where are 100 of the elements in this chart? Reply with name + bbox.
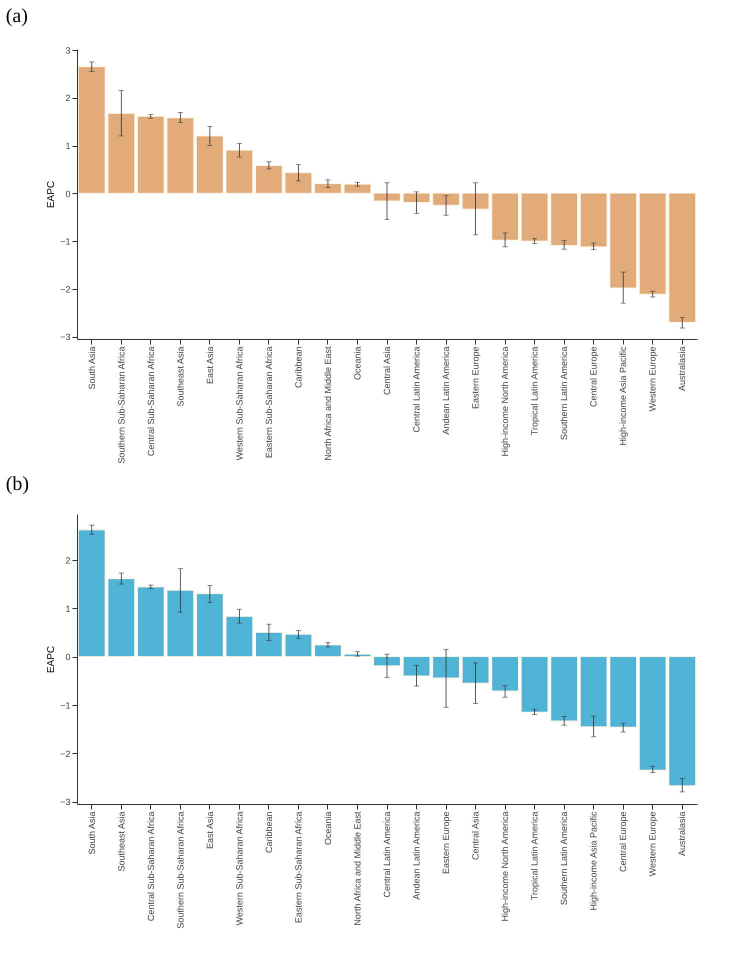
- bar: [610, 656, 637, 728]
- x-tick-label: Southern Latin America: [559, 346, 570, 440]
- bar: [255, 165, 283, 194]
- x-tick-label: South Asia: [86, 346, 97, 390]
- bar: [491, 656, 519, 692]
- x-tick-label: Tropical Latin America: [530, 346, 540, 436]
- bar: [373, 656, 401, 666]
- bar: [668, 192, 696, 323]
- x-tick-label: Central Latin America: [382, 812, 392, 898]
- x-tick-label: Oceania: [352, 346, 362, 380]
- x-tick-label: Tropical Latin America: [530, 812, 540, 900]
- x-tick-label: Southeast Asia: [175, 346, 186, 407]
- chart-title: (b): [6, 473, 30, 495]
- x-tick-label: Eastern Sub-Saharan Africa: [264, 346, 274, 458]
- bar: [196, 593, 224, 657]
- x-tick-label: Western Europe: [648, 812, 658, 876]
- bar: [166, 590, 194, 657]
- x-tick-label: Eastern Sub-Saharan Africa: [293, 812, 304, 924]
- y-tick-label: −1: [60, 236, 70, 247]
- bar: [166, 117, 194, 194]
- bar: [108, 578, 135, 657]
- bar: [78, 530, 106, 657]
- x-tick-label: South Asia: [86, 812, 97, 855]
- bar: [137, 116, 164, 194]
- bar: [226, 616, 254, 657]
- y-tick-label: 0: [65, 188, 70, 199]
- x-tick-label: Caribbean: [264, 812, 274, 854]
- bar: [226, 150, 254, 194]
- y-tick-label: −2: [60, 748, 70, 759]
- bar: [402, 656, 430, 676]
- x-tick-label: Central Sub-Saharan Africa: [146, 812, 156, 922]
- bar: [78, 66, 106, 194]
- x-tick-label: High-income North America: [500, 812, 510, 922]
- y-tick-label: 1: [65, 604, 70, 614]
- bar: [314, 183, 342, 194]
- y-axis-title: EAPC: [46, 180, 58, 208]
- y-tick-label: −3: [60, 797, 70, 808]
- y-tick-label: 2: [65, 93, 70, 104]
- x-tick-label: Central Asia: [382, 346, 392, 396]
- bar: [580, 192, 608, 248]
- x-tick-label: High-income Asia Pacific: [618, 346, 628, 446]
- bar: [491, 192, 519, 241]
- y-tick-label: 3: [65, 45, 70, 56]
- y-tick-label: 2: [65, 555, 70, 566]
- bar: [284, 634, 312, 657]
- x-tick-label: Australasia: [677, 812, 688, 856]
- bar: [550, 192, 578, 246]
- bar: [580, 656, 608, 728]
- x-tick-label: North Africa and Middle East: [322, 346, 333, 461]
- bar: [639, 192, 666, 294]
- x-tick-label: Australasia: [677, 346, 688, 392]
- x-tick-label: Central Sub-Saharan Africa: [146, 346, 156, 456]
- x-tick-label: Southern Sub-Saharan Africa: [116, 346, 126, 464]
- x-tick-label: Caribbean: [293, 346, 304, 388]
- bar: [137, 586, 164, 657]
- x-tick-label: East Asia: [204, 812, 215, 850]
- bar: [462, 656, 490, 684]
- bar: [520, 192, 548, 242]
- bar: [520, 656, 548, 713]
- x-tick-label: High-income Asia Pacific: [588, 811, 599, 911]
- y-axis-title: EAPC: [46, 646, 58, 674]
- x-tick-label: North Africa and Middle East: [352, 811, 362, 926]
- bar: [462, 192, 490, 210]
- bar: [402, 192, 430, 203]
- x-tick-label: Western Sub-Saharan Africa: [234, 812, 244, 926]
- y-tick-label: −1: [60, 700, 70, 710]
- bar: [314, 644, 342, 657]
- x-tick-label: Western Sub-Saharan Africa: [234, 346, 244, 460]
- bar: [550, 656, 578, 722]
- bar: [196, 136, 224, 194]
- bar: [432, 656, 460, 678]
- x-tick-label: Southern Latin America: [559, 812, 570, 906]
- y-tick-label: 0: [65, 652, 70, 662]
- x-tick-label: Eastern Europe: [441, 812, 452, 874]
- chart-title: (a): [6, 4, 28, 27]
- bar: [255, 632, 283, 657]
- x-tick-label: Central Europe: [588, 346, 599, 408]
- bar: [639, 656, 666, 771]
- x-tick-label: Central Europe: [618, 812, 628, 872]
- bar: [284, 172, 312, 194]
- x-tick-label: Andean Latin America: [441, 346, 452, 435]
- bar: [668, 656, 696, 786]
- bar: [373, 192, 401, 202]
- x-tick-label: East Asia: [204, 346, 215, 384]
- bar: [108, 113, 135, 194]
- bar: [610, 192, 637, 288]
- x-tick-label: Western Europe: [648, 346, 658, 412]
- y-tick-label: −3: [60, 332, 70, 342]
- x-tick-label: Southeast Asia: [116, 812, 126, 872]
- bar: [344, 184, 372, 194]
- x-tick-label: Central Latin America: [412, 346, 422, 433]
- y-tick-label: −2: [60, 284, 70, 294]
- x-tick-label: High-income North America: [500, 346, 510, 457]
- bar: [432, 192, 460, 206]
- x-tick-label: Andean Latin America: [412, 812, 422, 900]
- x-tick-label: Central Asia: [470, 812, 481, 860]
- x-tick-label: Eastern Europe: [470, 346, 481, 410]
- x-tick-label: Southern Sub-Saharan Africa: [175, 812, 186, 929]
- y-tick-label: 1: [65, 141, 70, 152]
- x-tick-label: Oceania: [322, 812, 333, 846]
